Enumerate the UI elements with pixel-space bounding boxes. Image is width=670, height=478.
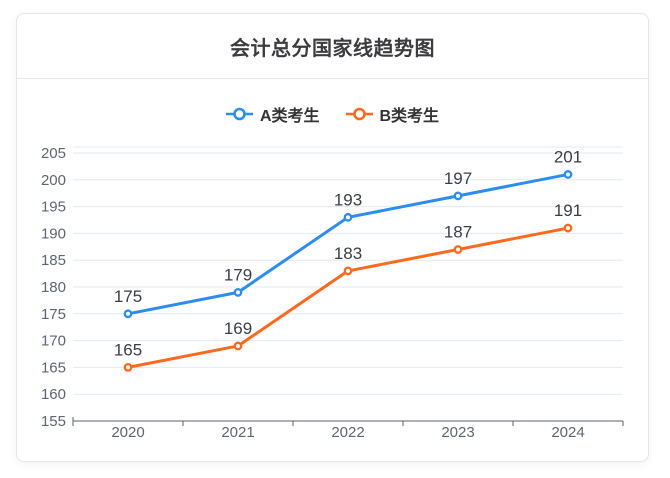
data-point-B类考生-2021[interactable] [233,341,243,351]
data-label-B类考生-2020: 165 [114,340,142,359]
y-axis-tick-label: 195 [41,199,66,216]
y-axis-tick-label: 160 [41,386,66,403]
y-axis-tick-label: 180 [41,279,66,296]
data-label-A类考生-2020: 175 [114,287,142,306]
data-point-A类考生-2021[interactable] [233,287,243,297]
data-label-A类考生-2021: 179 [224,265,252,284]
data-point-B类考生-2022[interactable] [343,266,353,276]
y-axis-tick-label: 175 [41,306,66,323]
data-label-B类考生-2024: 191 [554,201,582,220]
y-axis-tick-label: 165 [41,359,66,376]
data-point-A类考生-2023[interactable] [453,191,463,201]
y-axis-tick-label: 170 [41,333,66,350]
data-point-B类考生-2023[interactable] [453,245,463,254]
legend-label: B类考生 [379,108,440,125]
data-point-A类考生-2022[interactable] [343,212,353,222]
x-axis-tick-label: 2021 [221,424,254,441]
data-label-A类考生-2022: 193 [334,190,362,209]
x-axis-tick-label: 2022 [331,424,364,441]
x-axis-tick-label: 2023 [441,424,474,441]
data-label-A类考生-2023: 197 [444,169,472,188]
data-label-A类考生-2024: 201 [554,147,582,166]
y-axis-tick-label: 185 [41,252,66,269]
y-axis-tick-label: 200 [41,172,66,189]
line-chart-plot: 155 160 165 170 175 180 185 190 195 200 205 2020 202… [41,145,624,441]
x-axis-tick-label: 2020 [111,424,144,441]
data-point-A类考生-2020[interactable] [123,309,133,319]
chart-legend: A类考生 B类考生 [17,102,648,126]
data-label-B类考生-2023: 187 [444,222,472,241]
legend-label: A类考生 [259,108,320,125]
data-point-B类考生-2020[interactable] [123,362,133,372]
chart-title: 会计总分国家线趋势图 [230,37,435,60]
data-point-A类考生-2024[interactable] [563,170,573,179]
data-label-B类考生-2021: 169 [224,319,252,338]
y-axis-tick-label: 205 [41,145,66,162]
legend-item-series-b[interactable]: B类考生 [345,102,440,126]
x-axis-tick-label: 2024 [551,424,584,441]
data-point-B类考生-2024[interactable] [563,223,573,233]
legend-item-series-a[interactable]: A类考生 [225,102,320,126]
chart-card: 会计总分国家线趋势图 A类考生 B类考生 [16,13,649,462]
card-header: 会计总分国家线趋势图 [17,14,648,79]
line-series-icon [225,107,253,121]
chart-canvas[interactable]: A类考生 B类考生 155 160 165 170 175 180 185 190 195 200… [17,79,648,462]
data-label-B类考生-2022: 183 [334,244,362,263]
y-axis-tick-label: 155 [41,413,66,430]
line-series-icon [345,107,373,121]
y-axis-tick-label: 190 [41,225,66,242]
